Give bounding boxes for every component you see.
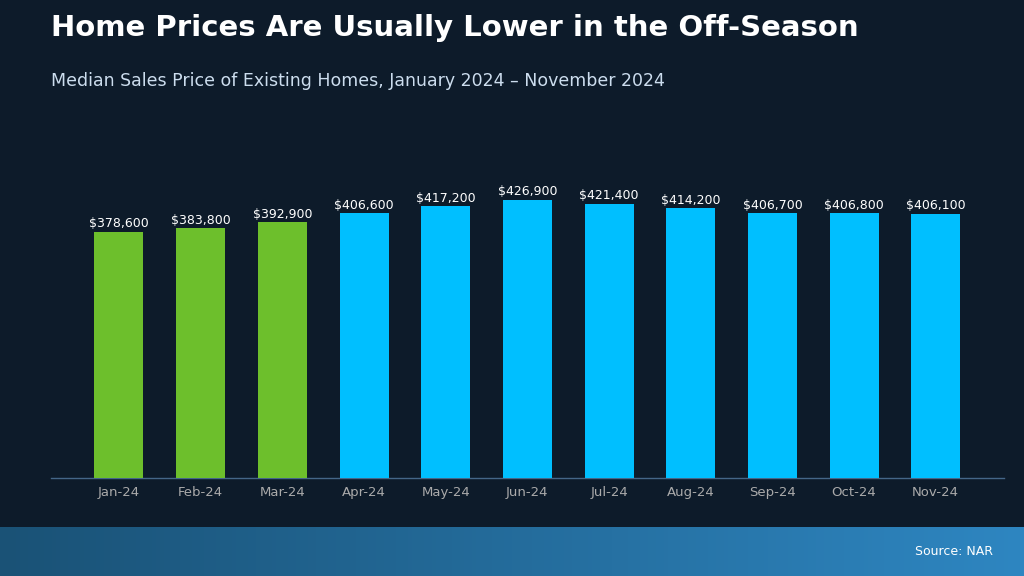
Text: $414,200: $414,200 [660, 194, 721, 207]
Bar [667, 209, 715, 478]
Bar [258, 222, 307, 478]
Bar [748, 213, 797, 478]
Bar [94, 232, 143, 478]
Bar [421, 206, 470, 478]
Text: $406,600: $406,600 [334, 199, 394, 212]
Text: $426,900: $426,900 [498, 185, 557, 199]
Bar [340, 213, 388, 478]
Text: Home Prices Are Usually Lower in the Off-Season: Home Prices Are Usually Lower in the Off… [51, 14, 859, 43]
Text: $406,100: $406,100 [906, 199, 966, 212]
Text: $378,600: $378,600 [89, 217, 148, 230]
Bar [911, 214, 961, 478]
Text: $406,800: $406,800 [824, 199, 884, 211]
Text: $421,400: $421,400 [580, 189, 639, 202]
Text: Median Sales Price of Existing Homes, January 2024 – November 2024: Median Sales Price of Existing Homes, Ja… [51, 72, 665, 90]
Text: $383,800: $383,800 [171, 214, 230, 226]
Bar [585, 204, 634, 478]
Bar [503, 200, 552, 478]
Text: $392,900: $392,900 [253, 207, 312, 221]
Bar [829, 213, 879, 478]
Text: $406,700: $406,700 [742, 199, 802, 211]
Text: $417,200: $417,200 [416, 192, 475, 205]
Text: Source: NAR: Source: NAR [915, 545, 993, 558]
Bar [176, 228, 225, 478]
